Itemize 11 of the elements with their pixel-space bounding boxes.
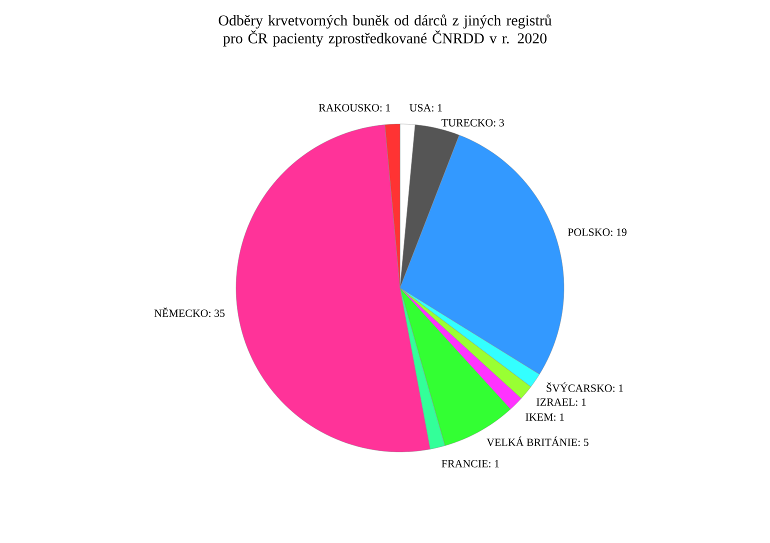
slice-label: NĚMECKO: 35 xyxy=(154,307,225,318)
slice-label: USA: 1 xyxy=(410,104,442,112)
slice-label: RAKOUSKO: 1 xyxy=(318,104,390,112)
slice-label: TURECKO: 3 xyxy=(442,119,504,126)
slice-label: VELKÁ BRITÁNIE: 5 xyxy=(486,436,588,446)
slice-label: IKEM: 1 xyxy=(526,413,564,421)
slice-label: ŠVÝCARSKO: 1 xyxy=(546,382,623,392)
chart-title: Odběry krvetvorných buněk od dárců z jiných registrů pro ČR pacienty zprostředkované ČNRDD v r. 2020 xyxy=(218,14,552,46)
slice-label: POLSKO: 19 xyxy=(568,228,626,236)
slice-label: IZRAEL: 1 xyxy=(536,398,586,406)
slice-label: FRANCIE: 1 xyxy=(442,460,499,468)
